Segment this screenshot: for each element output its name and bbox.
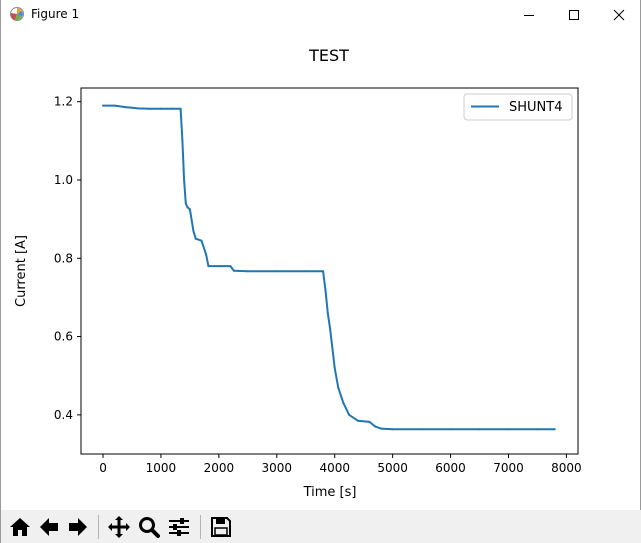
data-point: [368, 420, 371, 423]
x-tick-label: 1000: [146, 461, 177, 475]
data-point: [553, 428, 556, 431]
data-point: [449, 428, 452, 431]
x-tick-label: 5000: [377, 461, 408, 475]
data-point: [246, 270, 249, 273]
data-point: [179, 107, 182, 110]
x-tick-label: 8000: [551, 461, 582, 475]
zoom-button[interactable]: [135, 513, 163, 541]
data-point: [275, 270, 278, 273]
data-point: [102, 104, 104, 107]
back-button[interactable]: [35, 513, 63, 541]
y-tick-label: 0.8: [54, 251, 73, 265]
data-point: [232, 269, 235, 272]
data-point: [374, 425, 377, 428]
data-point: [192, 229, 195, 232]
title-bar[interactable]: Figure 1: [1, 0, 640, 30]
minimize-button[interactable]: [506, 0, 552, 30]
data-point: [322, 270, 325, 273]
x-tick-label: 2000: [204, 461, 235, 475]
minimize-icon: [523, 9, 535, 21]
data-point: [125, 106, 128, 109]
chart-title: TEST: [308, 46, 349, 65]
data-point: [348, 413, 351, 416]
x-tick-label: 3000: [262, 461, 293, 475]
data-point: [304, 270, 307, 273]
y-tick-label: 1.0: [54, 173, 73, 187]
data-point: [186, 206, 189, 209]
back-arrow-icon: [37, 515, 61, 539]
data-point: [188, 208, 191, 211]
data-point: [356, 419, 359, 422]
data-point: [331, 347, 334, 350]
pan-button[interactable]: [105, 513, 133, 541]
data-point: [391, 428, 394, 431]
zoom-icon: [137, 515, 161, 539]
y-axis: 0.4 0.6 0.8 1.0 1.2: [54, 95, 81, 422]
maximize-button[interactable]: [551, 0, 597, 30]
data-point: [200, 239, 203, 242]
data-point: [159, 107, 162, 110]
data-point: [507, 428, 510, 431]
legend-label: SHUNT4: [509, 100, 562, 115]
data-point: [333, 366, 336, 369]
y-tick-label: 0.4: [54, 408, 73, 422]
data-point: [217, 265, 220, 268]
x-axis: 0 1000 2000 3000 4000 5000 6000 7000 8000: [99, 454, 582, 475]
close-button[interactable]: [596, 0, 641, 30]
data-point: [113, 104, 116, 107]
data-point: [326, 312, 329, 315]
forward-arrow-icon: [66, 515, 90, 539]
data-point: [337, 386, 340, 389]
x-axis-label: Time [s]: [303, 485, 357, 500]
data-point: [420, 428, 423, 431]
y-tick-label: 0.6: [54, 330, 73, 344]
home-button[interactable]: [6, 513, 34, 541]
x-tick-label: 4000: [319, 461, 350, 475]
save-icon: [209, 515, 233, 539]
data-point: [183, 179, 186, 181]
data-point: [380, 427, 383, 430]
x-tick-label: 7000: [493, 461, 524, 475]
data-point: [194, 237, 197, 240]
data-point: [171, 107, 174, 110]
close-icon: [613, 9, 625, 21]
maximize-icon: [568, 9, 580, 21]
toolbar-separator: [98, 515, 99, 539]
y-tick-label: 1.2: [54, 95, 73, 109]
legend-box: [463, 93, 573, 121]
home-icon: [8, 515, 32, 539]
y-axis-label: Current [A]: [14, 235, 29, 307]
data-point: [478, 428, 481, 431]
window-title: Figure 1: [31, 7, 80, 21]
data-point: [342, 402, 345, 405]
data-point: [207, 265, 210, 268]
data-point: [136, 107, 139, 110]
figure-canvas[interactable]: TEST 0 1000 2000 3000 4000 5000 6000 7000 8000 0…: [1, 30, 641, 510]
data-point: [205, 253, 208, 256]
data-point: [324, 288, 327, 291]
pan-icon: [107, 515, 131, 539]
subplots-icon: [167, 515, 191, 539]
legend: SHUNT4: [463, 93, 573, 121]
navigation-toolbar: [1, 510, 641, 543]
x-tick-label: 6000: [435, 461, 466, 475]
data-point: [148, 107, 151, 110]
subplots-button[interactable]: [165, 513, 193, 541]
data-point: [316, 270, 319, 273]
series-layer: [102, 104, 556, 431]
data-point: [536, 428, 539, 431]
data-point: [184, 202, 187, 205]
x-tick-label: 0: [99, 461, 107, 475]
data-point: [329, 327, 332, 330]
save-button[interactable]: [207, 513, 235, 541]
data-point: [229, 265, 232, 268]
toolbar-separator: [200, 515, 201, 539]
matplotlib-logo-icon: [9, 6, 25, 22]
data-point: [181, 139, 184, 142]
forward-button[interactable]: [64, 513, 92, 541]
line-chart: TEST 0 1000 2000 3000 4000 5000 6000 7000 8000 0…: [14, 46, 582, 500]
plot-area: [80, 87, 579, 455]
